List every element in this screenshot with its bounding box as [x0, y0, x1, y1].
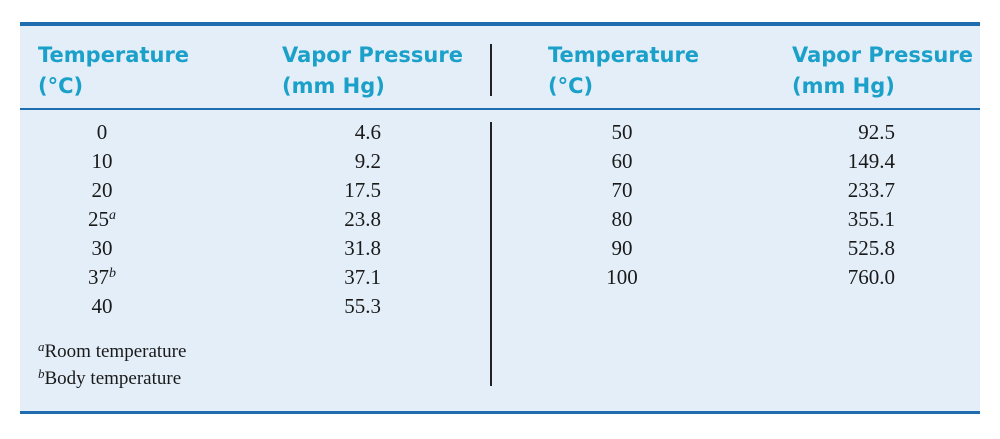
table-cell-vapor-pressure: 55.3 — [344, 294, 381, 318]
table-cell-temperature: 50 — [611, 120, 633, 144]
table-cell-temperature: 70 — [611, 178, 633, 202]
table-cell-temperature: 25a — [88, 207, 116, 231]
table-cell-temperature: 20 — [91, 178, 113, 202]
footnote-marker: a — [109, 208, 116, 223]
header-left-temperature: Temperature (°C) — [38, 40, 189, 102]
table-cell-temperature: 60 — [611, 149, 633, 173]
column-divider — [490, 44, 492, 96]
table-cell-temperature: 37b — [88, 265, 116, 289]
table-cell-vapor-pressure: 17.5 — [344, 178, 381, 202]
footnote-marker: b — [109, 266, 116, 281]
header-unit: (mm Hg) — [282, 74, 385, 98]
footnote-marker: b — [38, 366, 45, 381]
table-cell-temperature: 100 — [606, 265, 638, 289]
footnote-marker: a — [38, 339, 45, 354]
vapor-pressure-table: Temperature (°C) Vapor Pressure (mm Hg) … — [20, 22, 980, 414]
table-cell-temperature: 90 — [611, 236, 633, 260]
footnote-text: Body temperature — [44, 368, 182, 389]
table-cell-vapor-pressure: 9.2 — [354, 149, 381, 173]
table-cell-vapor-pressure: 92.5 — [858, 120, 895, 144]
header-label: Temperature — [38, 43, 190, 67]
footnote-text: Room temperature — [44, 341, 187, 362]
table-cell-vapor-pressure: 355.1 — [847, 207, 895, 231]
table-cell-vapor-pressure: 525.8 — [847, 236, 895, 260]
table-cell-vapor-pressure: 760.0 — [847, 265, 895, 289]
table-cell-vapor-pressure: 233.7 — [847, 178, 895, 202]
table-cell-vapor-pressure: 4.6 — [354, 120, 381, 144]
table-cell-vapor-pressure: 149.4 — [847, 149, 895, 173]
header-unit: (mm Hg) — [792, 74, 895, 98]
table-cell-temperature: 40 — [91, 294, 113, 318]
table-cell-vapor-pressure: 23.8 — [344, 207, 381, 231]
header-label: Temperature — [548, 43, 700, 67]
header-right-temperature: Temperature (°C) — [548, 40, 699, 102]
footnote-body-temperature: bBody temperature — [38, 365, 181, 392]
table-cell-temperature: 0 — [96, 120, 108, 144]
column-divider — [490, 122, 492, 386]
footnote-room-temperature: aRoom temperature — [38, 338, 186, 365]
header-rule — [20, 108, 980, 110]
header-left-vapor-pressure: Vapor Pressure (mm Hg) — [282, 40, 463, 102]
header-label: Vapor Pressure — [792, 43, 973, 67]
table-cell-vapor-pressure: 31.8 — [344, 236, 381, 260]
table-cell-temperature: 10 — [91, 149, 113, 173]
table-cell-temperature: 80 — [611, 207, 633, 231]
table-cell-vapor-pressure: 37.1 — [344, 265, 381, 289]
header-unit: (°C) — [38, 74, 84, 98]
header-unit: (°C) — [548, 74, 594, 98]
header-right-vapor-pressure: Vapor Pressure (mm Hg) — [792, 40, 973, 102]
table-cell-temperature: 30 — [91, 236, 113, 260]
header-label: Vapor Pressure — [282, 43, 463, 67]
